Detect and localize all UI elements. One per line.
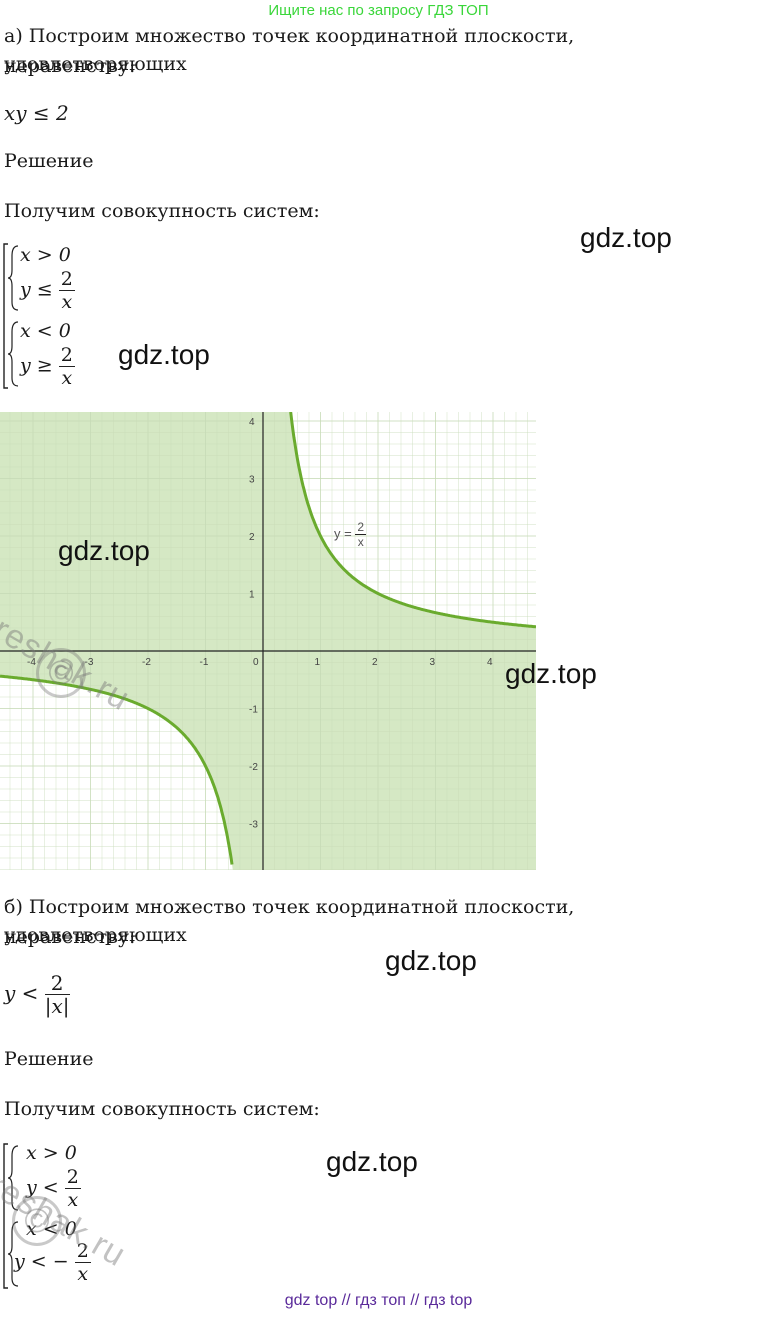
top-banner: Ищите нас по запросу ГДЗ ТОП	[268, 2, 489, 19]
part-b-intro-line1: б) Построим множество точек координатной…	[4, 896, 575, 946]
bracket-icon	[3, 243, 19, 389]
x-tick-label: -1	[200, 657, 209, 668]
x-tick-label: -3	[85, 657, 94, 668]
a-sys2-line1: x < 0	[20, 320, 71, 342]
y-tick-label: -1	[249, 705, 258, 716]
hyperbola-graph: -4 -3 -2 -1 0 1 2 3 4 4 3 2 1 -1 -2 -3	[0, 411, 537, 870]
watermark-gdz: gdz.top	[326, 1146, 418, 1177]
watermark-gdz: gdz.top	[118, 339, 210, 370]
y-tick-label: 3	[249, 475, 255, 486]
part-b-solution-heading: Решение	[4, 1048, 94, 1070]
x-tick-label: 0	[253, 657, 259, 668]
part-a-systems-intro: Получим совокупность систем:	[4, 200, 320, 222]
footer-link-gdz-top-ru[interactable]: гдз топ	[355, 1292, 406, 1309]
y-tick-label: -2	[249, 762, 258, 773]
footer-separator: //	[410, 1292, 420, 1309]
part-a-inequality: xy ≤ 2	[4, 101, 69, 125]
y-tick-label: -3	[249, 820, 258, 831]
watermark-gdz: gdz.top	[58, 535, 150, 566]
y-tick-label: 2	[249, 532, 255, 543]
y-tick-label: 4	[249, 417, 255, 428]
x-tick-label: 3	[430, 657, 436, 668]
footer-link-gdz-top[interactable]: gdz top	[284, 1292, 338, 1309]
watermark-gdz: gdz.top	[505, 658, 597, 689]
x-tick-label: 1	[315, 657, 321, 668]
watermark-copyright: ©	[36, 648, 86, 698]
part-b-systems-intro: Получим совокупность систем:	[4, 1098, 320, 1120]
part-a-intro-line2: неравенству:	[4, 55, 136, 77]
footer-links: gdz top // гдз топ // гдз top	[0, 1292, 757, 1310]
part-a-intro-line1: а) Построим множество точек координатной…	[4, 25, 575, 75]
watermark-gdz: gdz.top	[385, 945, 477, 976]
b-sys1-line1: x > 0	[26, 1142, 77, 1164]
footer-separator: //	[341, 1292, 351, 1309]
x-tick-label: -4	[27, 657, 36, 668]
x-tick-label: -2	[142, 657, 151, 668]
watermark-copyright: ©	[12, 1196, 62, 1246]
x-tick-label: 4	[487, 657, 493, 668]
part-b-intro-line2: неравенству:	[4, 926, 136, 948]
a-sys1-line1: x > 0	[20, 244, 71, 266]
footer-link-gdz-top-mixed[interactable]: гдз top	[423, 1292, 473, 1309]
part-b-inequality: y < 2 |x|	[4, 971, 70, 1018]
shaded-region	[0, 412, 536, 870]
part-a-solution-heading: Решение	[4, 150, 94, 172]
watermark-gdz: gdz.top	[580, 222, 672, 253]
y-tick-label: 1	[249, 590, 255, 601]
x-tick-label: 2	[372, 657, 378, 668]
hyperbola-branch-right	[289, 411, 537, 629]
